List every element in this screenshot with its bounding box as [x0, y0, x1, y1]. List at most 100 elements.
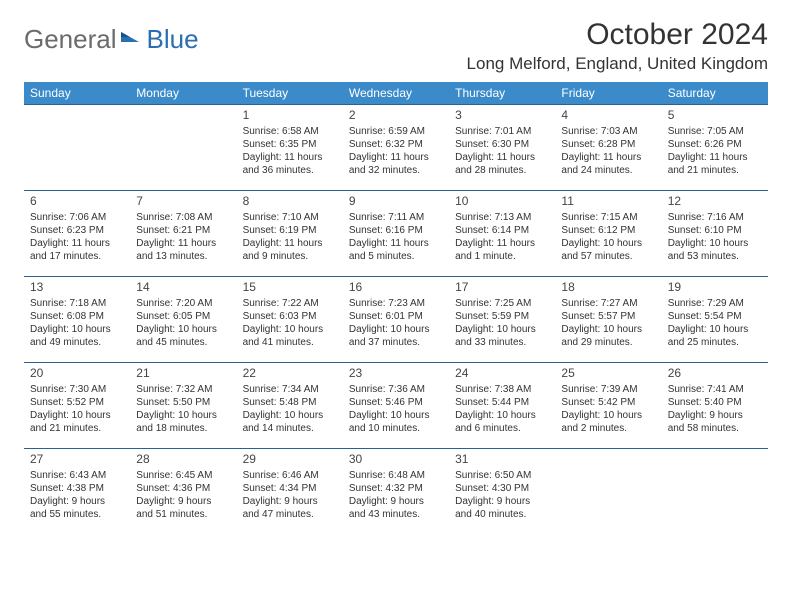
- daylight-text: Daylight: 11 hours and 24 minutes.: [561, 151, 655, 177]
- daylight-text: Daylight: 9 hours and 55 minutes.: [30, 495, 124, 521]
- daylight-text: Daylight: 10 hours and 45 minutes.: [136, 323, 230, 349]
- daylight-text: Daylight: 10 hours and 49 minutes.: [30, 323, 124, 349]
- sunset-text: Sunset: 5:52 PM: [30, 396, 124, 409]
- sunset-text: Sunset: 5:59 PM: [455, 310, 549, 323]
- sunset-text: Sunset: 4:38 PM: [30, 482, 124, 495]
- daylight-text: Daylight: 11 hours and 36 minutes.: [243, 151, 337, 177]
- daylight-text: Daylight: 10 hours and 18 minutes.: [136, 409, 230, 435]
- day-number: 4: [561, 108, 655, 124]
- sunset-text: Sunset: 6:14 PM: [455, 224, 549, 237]
- day-number: 23: [349, 366, 443, 382]
- day-number: 3: [455, 108, 549, 124]
- logo-word1: General: [24, 24, 117, 55]
- calendar-cell: 16Sunrise: 7:23 AMSunset: 6:01 PMDayligh…: [343, 277, 449, 363]
- day-number: 11: [561, 194, 655, 210]
- daylight-text: Daylight: 11 hours and 17 minutes.: [30, 237, 124, 263]
- day-number: 22: [243, 366, 337, 382]
- day-number: 26: [668, 366, 762, 382]
- sunset-text: Sunset: 6:30 PM: [455, 138, 549, 151]
- daylight-text: Daylight: 9 hours and 40 minutes.: [455, 495, 549, 521]
- sunset-text: Sunset: 5:44 PM: [455, 396, 549, 409]
- calendar-row: 13Sunrise: 7:18 AMSunset: 6:08 PMDayligh…: [24, 277, 768, 363]
- calendar-cell: 1Sunrise: 6:58 AMSunset: 6:35 PMDaylight…: [237, 105, 343, 191]
- calendar-cell: 6Sunrise: 7:06 AMSunset: 6:23 PMDaylight…: [24, 191, 130, 277]
- calendar-cell: 10Sunrise: 7:13 AMSunset: 6:14 PMDayligh…: [449, 191, 555, 277]
- sunset-text: Sunset: 5:50 PM: [136, 396, 230, 409]
- sunset-text: Sunset: 6:32 PM: [349, 138, 443, 151]
- daylight-text: Daylight: 11 hours and 21 minutes.: [668, 151, 762, 177]
- daylight-text: Daylight: 10 hours and 2 minutes.: [561, 409, 655, 435]
- calendar-row: 6Sunrise: 7:06 AMSunset: 6:23 PMDaylight…: [24, 191, 768, 277]
- sunset-text: Sunset: 6:03 PM: [243, 310, 337, 323]
- calendar-cell: 25Sunrise: 7:39 AMSunset: 5:42 PMDayligh…: [555, 363, 661, 449]
- sunrise-text: Sunrise: 6:45 AM: [136, 469, 230, 482]
- dayname-row: Sunday Monday Tuesday Wednesday Thursday…: [24, 82, 768, 105]
- sunset-text: Sunset: 6:23 PM: [30, 224, 124, 237]
- calendar-cell: 19Sunrise: 7:29 AMSunset: 5:54 PMDayligh…: [662, 277, 768, 363]
- daylight-text: Daylight: 11 hours and 28 minutes.: [455, 151, 549, 177]
- calendar-cell: 29Sunrise: 6:46 AMSunset: 4:34 PMDayligh…: [237, 449, 343, 535]
- sunrise-text: Sunrise: 7:18 AM: [30, 297, 124, 310]
- logo: General Blue: [24, 18, 199, 55]
- calendar-cell: 8Sunrise: 7:10 AMSunset: 6:19 PMDaylight…: [237, 191, 343, 277]
- sunset-text: Sunset: 5:42 PM: [561, 396, 655, 409]
- daylight-text: Daylight: 10 hours and 21 minutes.: [30, 409, 124, 435]
- sunrise-text: Sunrise: 7:01 AM: [455, 125, 549, 138]
- sunset-text: Sunset: 5:48 PM: [243, 396, 337, 409]
- calendar-cell: 26Sunrise: 7:41 AMSunset: 5:40 PMDayligh…: [662, 363, 768, 449]
- day-number: 30: [349, 452, 443, 468]
- daylight-text: Daylight: 11 hours and 13 minutes.: [136, 237, 230, 263]
- calendar-cell: 4Sunrise: 7:03 AMSunset: 6:28 PMDaylight…: [555, 105, 661, 191]
- sunset-text: Sunset: 5:57 PM: [561, 310, 655, 323]
- sunrise-text: Sunrise: 7:34 AM: [243, 383, 337, 396]
- calendar-cell: [662, 449, 768, 535]
- calendar-table: Sunday Monday Tuesday Wednesday Thursday…: [24, 82, 768, 535]
- sunset-text: Sunset: 6:16 PM: [349, 224, 443, 237]
- sunrise-text: Sunrise: 7:20 AM: [136, 297, 230, 310]
- day-number: 21: [136, 366, 230, 382]
- calendar-cell: 14Sunrise: 7:20 AMSunset: 6:05 PMDayligh…: [130, 277, 236, 363]
- dayname: Thursday: [449, 82, 555, 105]
- sunrise-text: Sunrise: 7:16 AM: [668, 211, 762, 224]
- month-title: October 2024: [467, 18, 768, 52]
- day-number: 28: [136, 452, 230, 468]
- dayname: Monday: [130, 82, 236, 105]
- dayname: Wednesday: [343, 82, 449, 105]
- daylight-text: Daylight: 9 hours and 58 minutes.: [668, 409, 762, 435]
- sunset-text: Sunset: 5:40 PM: [668, 396, 762, 409]
- sunrise-text: Sunrise: 6:43 AM: [30, 469, 124, 482]
- sunrise-text: Sunrise: 7:30 AM: [30, 383, 124, 396]
- sunrise-text: Sunrise: 7:36 AM: [349, 383, 443, 396]
- calendar-cell: 28Sunrise: 6:45 AMSunset: 4:36 PMDayligh…: [130, 449, 236, 535]
- sunset-text: Sunset: 6:10 PM: [668, 224, 762, 237]
- sunrise-text: Sunrise: 7:11 AM: [349, 211, 443, 224]
- day-number: 9: [349, 194, 443, 210]
- sunrise-text: Sunrise: 7:03 AM: [561, 125, 655, 138]
- sunrise-text: Sunrise: 7:25 AM: [455, 297, 549, 310]
- dayname: Saturday: [662, 82, 768, 105]
- daylight-text: Daylight: 10 hours and 41 minutes.: [243, 323, 337, 349]
- sunrise-text: Sunrise: 6:50 AM: [455, 469, 549, 482]
- sunset-text: Sunset: 5:54 PM: [668, 310, 762, 323]
- daylight-text: Daylight: 9 hours and 51 minutes.: [136, 495, 230, 521]
- sunrise-text: Sunrise: 7:10 AM: [243, 211, 337, 224]
- calendar-row: 20Sunrise: 7:30 AMSunset: 5:52 PMDayligh…: [24, 363, 768, 449]
- calendar-page: General Blue October 2024 Long Melford, …: [0, 0, 792, 553]
- sunrise-text: Sunrise: 7:08 AM: [136, 211, 230, 224]
- calendar-cell: 31Sunrise: 6:50 AMSunset: 4:30 PMDayligh…: [449, 449, 555, 535]
- calendar-cell: 9Sunrise: 7:11 AMSunset: 6:16 PMDaylight…: [343, 191, 449, 277]
- calendar-cell: 15Sunrise: 7:22 AMSunset: 6:03 PMDayligh…: [237, 277, 343, 363]
- day-number: 13: [30, 280, 124, 296]
- location: Long Melford, England, United Kingdom: [467, 54, 768, 74]
- calendar-cell: 20Sunrise: 7:30 AMSunset: 5:52 PMDayligh…: [24, 363, 130, 449]
- sunset-text: Sunset: 4:32 PM: [349, 482, 443, 495]
- day-number: 1: [243, 108, 337, 124]
- calendar-cell: 2Sunrise: 6:59 AMSunset: 6:32 PMDaylight…: [343, 105, 449, 191]
- calendar-cell: 11Sunrise: 7:15 AMSunset: 6:12 PMDayligh…: [555, 191, 661, 277]
- sunset-text: Sunset: 6:35 PM: [243, 138, 337, 151]
- daylight-text: Daylight: 10 hours and 37 minutes.: [349, 323, 443, 349]
- sunrise-text: Sunrise: 7:32 AM: [136, 383, 230, 396]
- calendar-cell: [130, 105, 236, 191]
- logo-word2: Blue: [147, 24, 199, 55]
- day-number: 2: [349, 108, 443, 124]
